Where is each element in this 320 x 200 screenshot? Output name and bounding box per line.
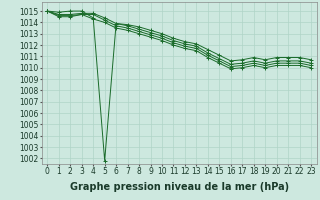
X-axis label: Graphe pression niveau de la mer (hPa): Graphe pression niveau de la mer (hPa) xyxy=(70,182,289,192)
